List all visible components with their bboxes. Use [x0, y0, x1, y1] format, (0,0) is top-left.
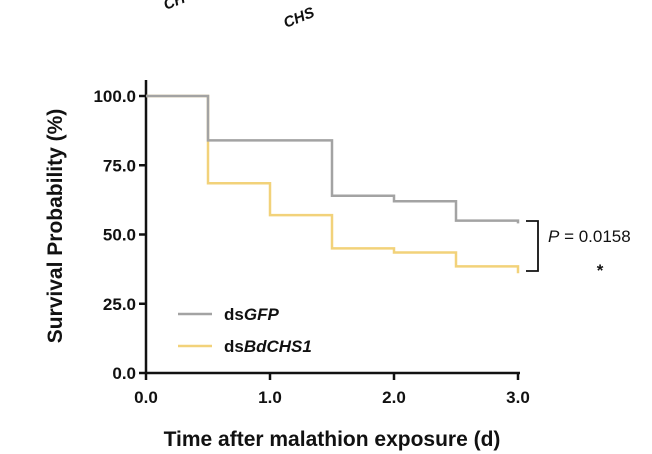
- significance-star: *: [597, 261, 604, 280]
- significance-annotation: P = 0.0158 *: [526, 220, 631, 280]
- p-value-label: P = 0.0158: [548, 227, 631, 246]
- x-tick-label-2: 2.0: [382, 388, 406, 407]
- y-tick-label-2: 50.0: [103, 226, 136, 245]
- significance-bracket: [526, 220, 539, 272]
- top-label-1: CH: [161, 0, 189, 14]
- y-tick-label-3: 75.0: [103, 156, 136, 175]
- legend-label-gfp: dsGFP: [224, 305, 279, 324]
- ticks: [139, 94, 520, 380]
- series-line-dsgfp: [146, 94, 520, 224]
- x-tick-label-0: 0.0: [134, 388, 158, 407]
- legend: dsGFP dsBdCHS1: [178, 305, 312, 356]
- legend-label-bdchs1: dsBdCHS1: [224, 337, 312, 356]
- y-tick-label-0: 0.0: [112, 364, 136, 383]
- y-axis-title: Survival Probability (%): [44, 109, 67, 344]
- y-tick-label-4: 100.0: [93, 87, 136, 106]
- y-tick-label-1: 25.0: [103, 295, 136, 314]
- x-tick-label-3: 3.0: [506, 388, 530, 407]
- axes: [144, 80, 520, 375]
- tick-labels: 0.0 25.0 50.0 75.0 100.0 0.0 1.0 2.0 3.0: [93, 87, 529, 407]
- series-lines: [146, 94, 520, 274]
- series-line-dsbdchs1: [146, 94, 520, 274]
- x-tick-label-1: 1.0: [258, 388, 282, 407]
- top-label-2: CHS: [281, 4, 317, 32]
- x-axis-title: Time after malathion exposure (d): [164, 428, 501, 451]
